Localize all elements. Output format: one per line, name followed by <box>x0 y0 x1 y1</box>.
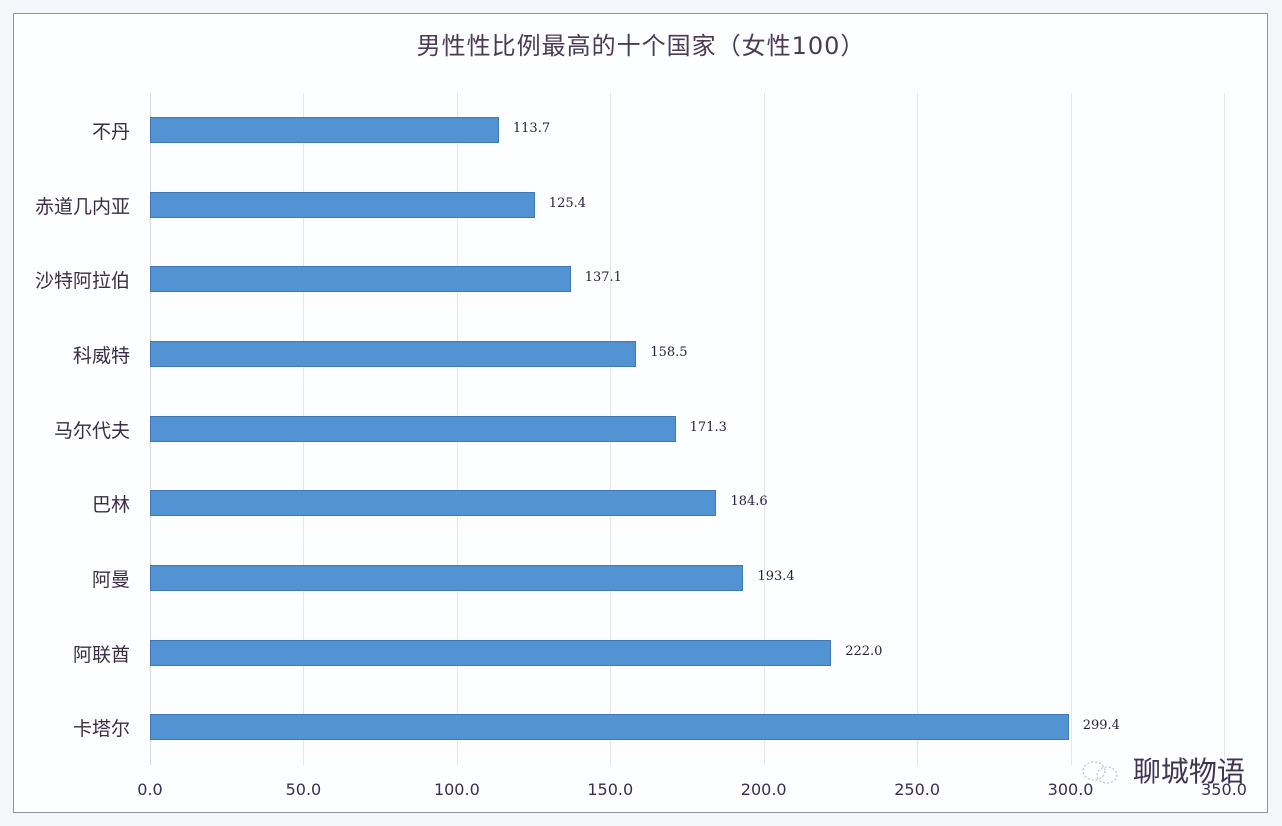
bar <box>150 117 499 143</box>
bar-value-label: 193.4 <box>757 569 795 584</box>
wechat-logo-icon <box>1082 761 1118 784</box>
watermark-text: 聊城物语 <box>1132 755 1245 788</box>
category-label: 沙特阿拉伯 <box>34 270 130 292</box>
bar <box>150 565 744 591</box>
bar <box>150 192 535 218</box>
x-tick-label: 150.0 <box>587 780 634 799</box>
bar-value-label: 171.3 <box>689 420 727 435</box>
x-tick-label: 0.0 <box>137 780 163 799</box>
bar <box>150 341 637 367</box>
x-tick-label: 50.0 <box>285 780 322 799</box>
bar-value-label: 184.6 <box>730 494 768 509</box>
category-label: 卡塔尔 <box>72 718 130 740</box>
chart-frame <box>13 13 1268 813</box>
bar-value-label: 113.7 <box>512 121 551 136</box>
gridline <box>763 93 765 765</box>
category-label: 巴林 <box>91 494 130 516</box>
bar-value-label: 158.5 <box>650 345 688 360</box>
bar <box>150 490 717 516</box>
category-label: 马尔代夫 <box>53 420 130 442</box>
category-label: 科威特 <box>72 345 130 367</box>
x-tick-label: 250.0 <box>894 780 941 799</box>
x-tick-label: 300.0 <box>1047 780 1094 799</box>
x-tick-label: 200.0 <box>740 780 787 799</box>
gridline <box>1070 93 1072 765</box>
bar-value-label: 137.1 <box>584 270 622 285</box>
category-label: 阿联酋 <box>72 644 130 666</box>
bar <box>150 640 832 666</box>
watermark: 聊城物语 <box>1080 750 1245 790</box>
gridline <box>917 93 919 765</box>
bar-value-label: 222.0 <box>845 644 883 659</box>
category-label: 赤道几内亚 <box>34 196 130 218</box>
bar <box>150 714 1069 740</box>
plot-area: 113.7 125.4 137.1 158.5 171.3 184.6 193.4 222.0… <box>150 93 1225 765</box>
bar <box>150 416 676 442</box>
bar-value-label: 299.4 <box>1082 718 1120 733</box>
gridline <box>1224 93 1225 765</box>
x-tick-label: 350.0 <box>1201 780 1247 799</box>
bar <box>150 266 571 292</box>
category-label: 阿曼 <box>91 569 130 591</box>
category-label: 不丹 <box>91 121 130 143</box>
bar-value-label: 125.4 <box>548 196 587 211</box>
chart-title: 男性性比例最高的十个国家（女性100） <box>416 32 866 60</box>
x-tick-label: 100.0 <box>433 780 480 799</box>
